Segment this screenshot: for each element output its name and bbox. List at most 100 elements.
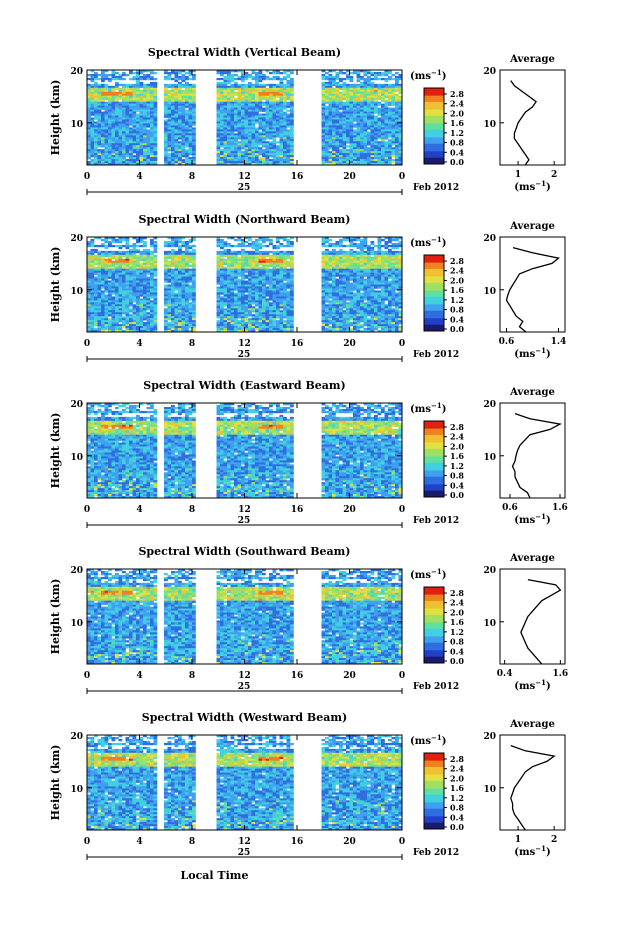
- heatmap-cell: [164, 109, 168, 112]
- heatmap-cell: [171, 256, 175, 260]
- heatmap-cell: [335, 280, 340, 283]
- heatmap-cell: [255, 139, 259, 142]
- heatmap-cell: [185, 71, 189, 75]
- heatmap-cell: [188, 143, 193, 146]
- heatmap-cell: [167, 109, 172, 112]
- heatmap-cell: [227, 276, 231, 279]
- heatmap-cell: [90, 83, 95, 87]
- heatmap-cell: [395, 254, 399, 258]
- heatmap-cell: [129, 272, 133, 275]
- heatmap-cell: [94, 111, 98, 114]
- heatmap-cell: [223, 109, 228, 112]
- heatmap-cell: [276, 270, 280, 273]
- heatmap-cell: [139, 278, 144, 281]
- heatmap-cell: [356, 151, 361, 154]
- heatmap-cell: [384, 115, 389, 118]
- heatmap-cell: [269, 284, 273, 287]
- heatmap-cell: [111, 276, 116, 279]
- heatmap-cell: [272, 139, 277, 142]
- heatmap-cell: [104, 147, 109, 150]
- heatmap-cell: [370, 85, 375, 89]
- heatmap-cell: [384, 242, 389, 246]
- heatmap-cell: [258, 159, 263, 162]
- heatmap-cell: [258, 266, 263, 269]
- heatmap-cell: [104, 238, 109, 242]
- heatmap-cell: [325, 107, 329, 110]
- heatmap-cell: [384, 250, 389, 254]
- heatmap-cell: [360, 105, 364, 108]
- heatmap-cell: [234, 272, 238, 275]
- heatmap-cell: [94, 109, 98, 112]
- heatmap-cell: [276, 87, 280, 91]
- heatmap-cell: [388, 97, 392, 100]
- heatmap-cell: [192, 113, 196, 116]
- heatmap-cell: [132, 258, 137, 262]
- heatmap-cell: [150, 282, 154, 285]
- heatmap-cell: [244, 131, 249, 134]
- heatmap-cell: [335, 143, 340, 146]
- heatmap-cell: [325, 137, 329, 140]
- heatmap-cell: [370, 153, 375, 156]
- heatmap-cell: [115, 268, 119, 271]
- heatmap-cell: [139, 159, 144, 162]
- heatmap-cell: [181, 77, 186, 81]
- heatmap-cell: [192, 123, 196, 126]
- heatmap-cell: [374, 145, 378, 148]
- heatmap-cell: [321, 111, 326, 114]
- heatmap-cell: [335, 264, 340, 267]
- heatmap-cell: [234, 280, 238, 283]
- heatmap-cell: [143, 276, 147, 279]
- heatmap-cell: [115, 137, 119, 140]
- heatmap-cell: [220, 266, 224, 269]
- heatmap-cell: [178, 145, 182, 148]
- heatmap-cell: [139, 89, 144, 93]
- heatmap-cell: [97, 258, 102, 262]
- heatmap-cell: [258, 131, 263, 134]
- colorbar-segment: [424, 139, 444, 142]
- heatmap-cell: [230, 270, 235, 273]
- heatmap-cell: [328, 137, 333, 140]
- heatmap-cell: [136, 153, 140, 156]
- heatmap-cell: [125, 103, 130, 106]
- heatmap-cell: [241, 272, 245, 275]
- heatmap-cell: [248, 274, 252, 277]
- heatmap-cell: [220, 109, 224, 112]
- heatmap-cell: [349, 139, 354, 142]
- heatmap-cell: [139, 145, 144, 148]
- heatmap-cell: [167, 157, 172, 160]
- heatmap-cell: [153, 85, 158, 89]
- heatmap-cell: [192, 89, 196, 93]
- heatmap-cell: [90, 123, 95, 126]
- heatmap-cell: [241, 97, 245, 100]
- heatmap-cell: [395, 260, 399, 264]
- heatmap-cell: [230, 153, 235, 156]
- heatmap-cell: [265, 111, 270, 114]
- heatmap-cell: [136, 89, 140, 93]
- heatmap-cell: [276, 75, 280, 79]
- heatmap-cell: [363, 77, 368, 81]
- heatmap-cell: [346, 276, 350, 279]
- heatmap-cell: [146, 163, 151, 166]
- heatmap-cell: [97, 131, 102, 134]
- heatmap-cell: [188, 258, 193, 262]
- heatmap-cell: [115, 252, 119, 256]
- heatmap-cell: [118, 159, 123, 162]
- heatmap-cell: [125, 105, 130, 108]
- heatmap-cell: [360, 129, 364, 132]
- heatmap-cell: [290, 133, 294, 136]
- heatmap-cell: [227, 137, 231, 140]
- heatmap-cell: [192, 153, 196, 156]
- heatmap-cell: [269, 254, 273, 258]
- heatmap-cell: [115, 258, 119, 262]
- heatmap-cell: [328, 111, 333, 114]
- heatmap-cell: [395, 115, 399, 118]
- heatmap-cell: [363, 129, 368, 132]
- heatmap-cell: [349, 262, 354, 266]
- heatmap-cell: [230, 70, 235, 73]
- heatmap-cell: [258, 254, 263, 258]
- heatmap-cell: [367, 81, 371, 85]
- heatmap-cell: [353, 99, 357, 102]
- heatmap-cell: [321, 83, 326, 87]
- heatmap-cell: [139, 238, 144, 242]
- heatmap-cell: [104, 95, 109, 99]
